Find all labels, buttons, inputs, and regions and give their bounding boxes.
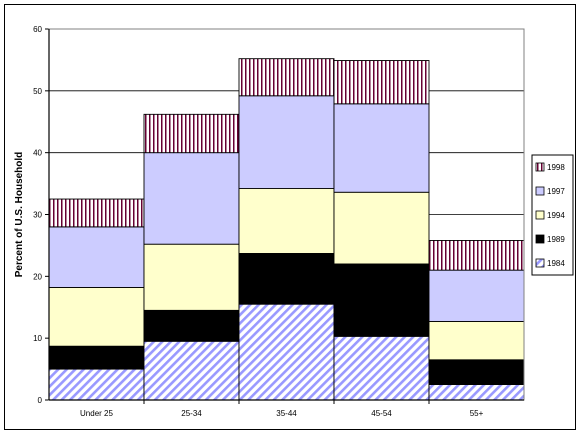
bar-segment-1997 (48, 226, 145, 288)
bar-segment-1998 (238, 58, 335, 97)
bar-segment-1984 (238, 303, 335, 401)
bars (48, 58, 525, 401)
x-tick-label: 25-34 (181, 409, 202, 418)
bar-segment-1997 (238, 95, 335, 189)
bar-segment-1994 (238, 188, 335, 254)
legend-label-1997: 1997 (547, 187, 565, 196)
legend-swatch-1994 (535, 210, 545, 220)
bar-segment-1984 (143, 340, 240, 401)
tick-labels: 0 10 20 30 40 50 60 Under 25 25-34 35-44 45-54 55+ (33, 25, 484, 418)
bar-segment-1989 (48, 345, 145, 370)
bar-segment-1989 (238, 253, 335, 305)
legend-swatch-1984 (535, 258, 545, 268)
y-tick-label: 50 (33, 87, 42, 96)
bar-segment-1994 (48, 287, 145, 347)
y-tick-label: 40 (33, 149, 42, 158)
legend-label-1989: 1989 (547, 235, 565, 244)
bar-segment-1997 (428, 269, 525, 322)
x-tick-label: 55+ (470, 409, 484, 418)
bar-segment-1989 (333, 263, 430, 337)
bar-segment-1998 (333, 60, 430, 105)
bar-segment-1994 (428, 321, 525, 361)
legend-swatch-1998 (535, 162, 545, 172)
y-tick-label: 10 (33, 334, 42, 343)
y-tick-label: 30 (33, 211, 42, 220)
legend-label-1984: 1984 (547, 259, 565, 268)
legend-swatch-1989 (535, 234, 545, 244)
bar-segment-1984 (48, 368, 145, 401)
x-tick-label: 45-54 (371, 409, 392, 418)
bar-segment-1998 (48, 198, 145, 228)
axes (45, 28, 525, 404)
x-tick-label: Under 25 (80, 409, 113, 418)
bar-segment-1994 (333, 191, 430, 265)
y-tick-label: 60 (33, 25, 42, 34)
x-tick-label: 35-44 (276, 409, 297, 418)
bar-segment-1994 (143, 243, 240, 311)
legend-label-1998: 1998 (547, 163, 565, 172)
bar-segment-1984 (428, 384, 525, 401)
bar-segment-1989 (428, 359, 525, 385)
y-axis-label: Percent of U.S. Household (14, 152, 25, 278)
bar-segment-1998 (428, 240, 525, 271)
legend-swatch-1997 (535, 186, 545, 196)
legend-label-1994: 1994 (547, 211, 565, 220)
bar-segment-1997 (143, 152, 240, 245)
y-tick-label: 20 (33, 272, 42, 281)
y-tick-label: 0 (38, 396, 43, 405)
bar-segment-1989 (143, 309, 240, 342)
bar-segment-1997 (333, 103, 430, 193)
chart-frame: 0 10 20 30 40 50 60 Under 25 25-34 35-44 45-54 55+ … (4, 4, 576, 430)
bar-segment-1984 (333, 335, 430, 401)
bar-segment-1998 (143, 113, 240, 154)
legend: 1998 1997 1994 1989 1984 (531, 154, 574, 276)
